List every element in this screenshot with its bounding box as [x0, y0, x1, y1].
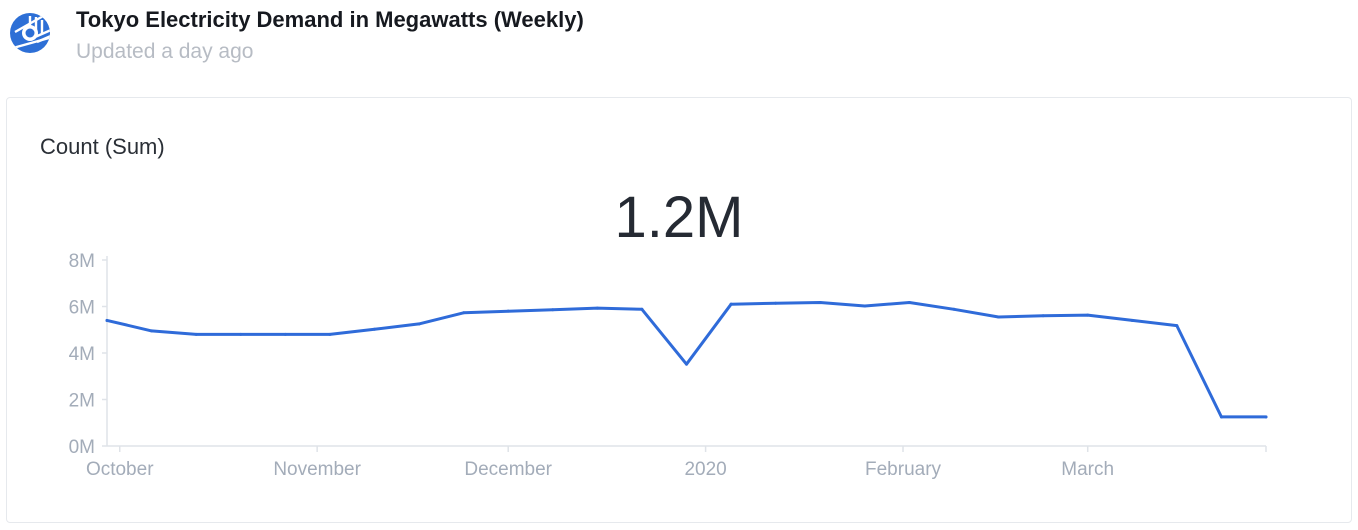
data-point[interactable]	[685, 362, 688, 366]
metric-label: Count (Sum)	[40, 134, 165, 159]
data-point[interactable]	[863, 304, 867, 308]
data-point[interactable]	[1175, 324, 1179, 328]
data-point[interactable]	[239, 332, 243, 336]
y-tick-label: 8M	[69, 251, 95, 272]
data-point[interactable]	[194, 332, 198, 336]
metric-big-value: 1.2M	[614, 185, 744, 250]
x-tick-label: October	[86, 459, 154, 480]
data-point[interactable]	[105, 318, 109, 322]
data-point[interactable]	[1219, 415, 1223, 419]
data-point[interactable]	[729, 302, 733, 306]
data-point[interactable]	[774, 301, 778, 305]
data-point[interactable]	[952, 307, 956, 311]
data-point[interactable]	[150, 329, 154, 333]
data-point[interactable]	[1041, 314, 1045, 318]
y-tick-label: 6M	[69, 298, 95, 319]
data-point[interactable]	[1264, 415, 1268, 419]
data-point[interactable]	[372, 327, 376, 331]
series-line[interactable]	[105, 301, 1268, 419]
data-point[interactable]	[1086, 313, 1090, 317]
data-point[interactable]	[1130, 318, 1134, 322]
ring-with-stripes-logo-icon	[10, 13, 50, 53]
x-tick-label: 2020	[684, 459, 726, 480]
header: Tokyo Electricity Demand in Megawatts (W…	[0, 0, 1358, 90]
last-updated-text: Updated a day ago	[76, 40, 254, 63]
data-point[interactable]	[595, 306, 599, 310]
data-point[interactable]	[818, 301, 822, 305]
data-point[interactable]	[997, 315, 1001, 319]
data-point[interactable]	[506, 309, 510, 313]
data-point[interactable]	[640, 307, 644, 311]
chart-title[interactable]: Tokyo Electricity Demand in Megawatts (W…	[76, 7, 584, 32]
y-tick-label: 2M	[69, 391, 95, 412]
metric-card: Count (Sum) 1.2M 0M 2M 4M 6M 8M October Novemb…	[6, 97, 1352, 523]
x-tick-label: March	[1061, 459, 1114, 480]
x-tick-label: November	[273, 459, 361, 480]
x-tick-label: February	[865, 459, 942, 480]
data-point[interactable]	[462, 311, 466, 315]
line-chart[interactable]: 0M 2M 4M 6M 8M October November December 2020 Feb…	[7, 98, 1351, 522]
data-point[interactable]	[907, 301, 911, 305]
y-tick-label: 0M	[69, 437, 95, 458]
data-point[interactable]	[328, 332, 332, 336]
data-point[interactable]	[551, 308, 555, 312]
data-point[interactable]	[417, 322, 421, 326]
y-tick-label: 4M	[69, 344, 95, 365]
x-tick-label: December	[464, 459, 552, 480]
data-point[interactable]	[283, 332, 287, 336]
